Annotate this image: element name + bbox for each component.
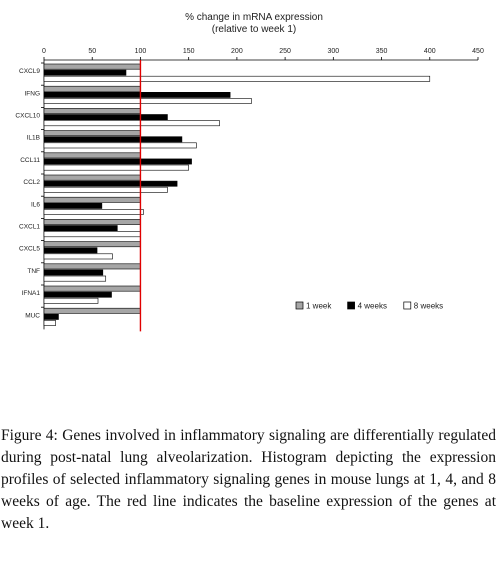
legend-swatch xyxy=(347,301,355,310)
caption-label: Figure 4: xyxy=(1,427,58,444)
bar-4-weeks-cxcl1 xyxy=(43,225,118,231)
bar-1-week-cxcl1 xyxy=(43,219,141,225)
bar-8-weeks-muc xyxy=(43,320,56,326)
category-label: IFNG xyxy=(24,90,40,97)
x-tick-label: 200 xyxy=(231,48,243,55)
bar-chart: % change in mRNA expression (relative to… xyxy=(15,12,484,332)
bar-8-weeks-ifng xyxy=(43,98,252,104)
chart-subtitle: (relative to week 1) xyxy=(212,24,296,35)
legend-label: 8 weeks xyxy=(414,302,443,311)
category-label: IFNA1 xyxy=(22,290,41,297)
bar-8-weeks-ifna1 xyxy=(43,297,99,304)
bar-4-weeks-cxcl9 xyxy=(43,69,127,76)
bar-8-weeks-cxcl1 xyxy=(43,231,141,238)
category-label: CCL2 xyxy=(23,179,40,186)
x-tick-label: 0 xyxy=(42,48,46,55)
legend-label: 1 week xyxy=(306,302,332,311)
bar-8-weeks-il6 xyxy=(43,209,144,215)
x-tick-label: 350 xyxy=(376,48,388,55)
bar-8-weeks-cxcl9 xyxy=(43,75,431,82)
legend-swatch xyxy=(403,301,412,310)
category-label: TNF xyxy=(27,268,40,275)
x-tick-label: 300 xyxy=(327,48,339,55)
bar-8-weeks-tnf xyxy=(43,275,107,282)
bar-8-weeks-cxcl10 xyxy=(43,120,220,127)
x-tick-label: 400 xyxy=(424,48,436,55)
category-label: CCL11 xyxy=(20,157,40,164)
figure-caption: Figure 4: Genes involved in inflammatory… xyxy=(1,425,496,535)
category-label: CXCL9 xyxy=(19,68,40,75)
bar-8-weeks-ccl11 xyxy=(43,164,189,171)
category-label: MUC xyxy=(25,312,40,319)
caption-text: Genes involved in inflammatory signaling… xyxy=(1,427,496,532)
bar-4-weeks-ifna1 xyxy=(43,291,112,298)
x-tick-label: 50 xyxy=(88,48,96,55)
bar-4-weeks-tnf xyxy=(43,269,104,276)
bar-1-week-ifna1 xyxy=(43,285,141,292)
bar-4-weeks-il1b xyxy=(43,136,183,143)
category-label: CXCL10 xyxy=(15,113,40,120)
bar-8-weeks-il1b xyxy=(43,142,197,149)
legend-swatch xyxy=(295,301,304,310)
x-tick-label: 250 xyxy=(279,48,291,55)
bar-1-week-il6 xyxy=(43,196,141,203)
bar-4-weeks-cxcl10 xyxy=(43,114,168,120)
bar-1-week-muc xyxy=(43,307,141,314)
bar-1-week-cxcl10 xyxy=(43,108,141,114)
category-label: IL6 xyxy=(31,201,40,208)
bar-1-week-tnf xyxy=(43,263,141,270)
x-tick-label: 450 xyxy=(472,48,484,55)
bar-1-week-il1b xyxy=(43,130,141,137)
bar-8-weeks-cxcl5 xyxy=(43,253,113,260)
category-label: CXCL1 xyxy=(19,224,40,231)
category-label: CXCL5 xyxy=(19,246,40,253)
bar-1-week-ccl11 xyxy=(43,152,141,159)
bar-1-week-cxcl9 xyxy=(43,63,141,70)
legend-label: 4 weeks xyxy=(358,302,387,311)
bar-4-weeks-cxcl5 xyxy=(43,247,98,254)
x-tick-label: 150 xyxy=(183,48,195,55)
bar-1-week-cxcl5 xyxy=(43,241,141,248)
bar-8-weeks-ccl2 xyxy=(43,186,168,193)
chart-title: % change in mRNA expression xyxy=(185,12,323,23)
category-label: IL1B xyxy=(27,135,40,142)
bar-4-weeks-il6 xyxy=(43,203,103,209)
bar-4-weeks-ccl11 xyxy=(43,158,192,165)
bar-4-weeks-ccl2 xyxy=(43,180,178,187)
bar-1-week-ccl2 xyxy=(43,174,141,181)
bar-1-week-ifng xyxy=(43,85,141,92)
bar-4-weeks-ifng xyxy=(43,92,231,98)
bar-4-weeks-muc xyxy=(43,313,59,320)
x-tick-label: 100 xyxy=(135,48,147,55)
